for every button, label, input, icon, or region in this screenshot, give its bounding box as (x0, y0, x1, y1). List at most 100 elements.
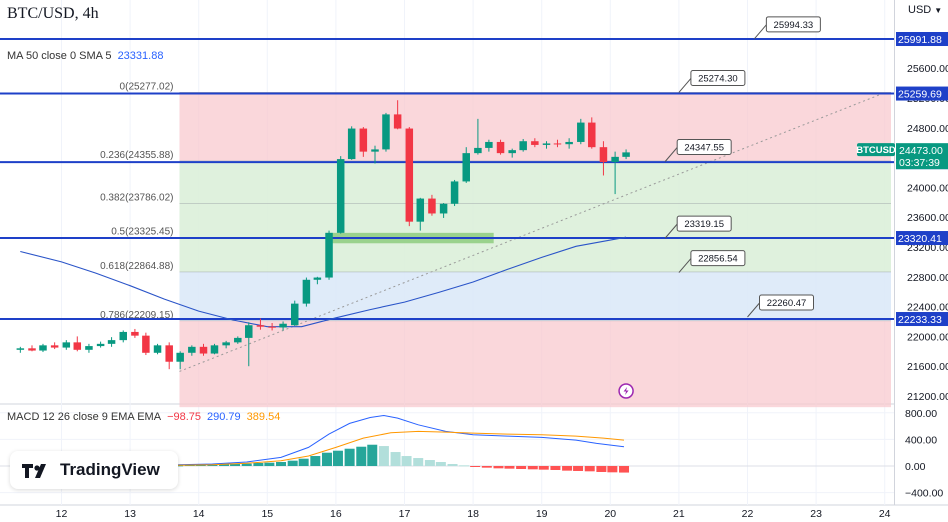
price-callouts[interactable]: 25994.33 25274.30 24347.55 23319.15 22856.54… (664, 16, 821, 318)
candle-body (382, 114, 390, 150)
price-tag-text: 25259.69 (898, 89, 942, 101)
price-tag (896, 312, 948, 327)
countdown-text: 03:37:39 (899, 157, 940, 169)
callout-leader (664, 147, 678, 162)
macd-hist-bar (413, 458, 424, 466)
callout-text: 25994.33 (774, 20, 814, 31)
candle-body (302, 279, 311, 304)
macd-hist-bar (527, 466, 538, 470)
macd-hist-bar (332, 450, 343, 466)
x-tick-label: 23 (810, 508, 822, 520)
candle-body (245, 325, 253, 338)
macd-hist-bar (401, 456, 412, 466)
macd-hist-bar (230, 464, 241, 466)
callout-text: 22260.47 (767, 298, 807, 309)
fibonacci-retracement[interactable]: 0(25277.02) 0.236(24355.88) 0.382(23786.02… (100, 81, 891, 408)
macd-hist-bar (573, 466, 584, 471)
fib-zone-0.236-0.618 (179, 160, 891, 272)
macd-hist-bar (264, 462, 275, 466)
candle-body (313, 277, 322, 280)
macd-hist-bar (367, 444, 378, 466)
fib-label-0.786: 0.786(22209.15) (100, 310, 173, 321)
candle-body (39, 345, 47, 351)
tradingview-logo[interactable]: TradingView (10, 451, 178, 489)
candle-body (485, 141, 493, 148)
price-tag (896, 231, 948, 246)
callout-box[interactable] (765, 16, 821, 33)
macd-signal-value: 389.54 (246, 411, 281, 423)
x-tick-label: 19 (536, 508, 548, 520)
candle-body (405, 128, 414, 222)
candle-body (85, 346, 93, 350)
fib-label-0.236: 0.236(24355.88) (100, 150, 173, 161)
fib-label-0.5: 0.5(23325.45) (111, 227, 173, 238)
candles (16, 100, 634, 399)
candle-body (611, 156, 619, 163)
candle-body (16, 348, 25, 350)
candle-body (599, 147, 608, 163)
candle-body (553, 143, 562, 145)
callout-box[interactable] (676, 139, 732, 156)
callout-text: 25274.30 (698, 73, 738, 84)
callout-leader (664, 223, 678, 239)
ma-legend[interactable]: MA 50 close 0 SMA 5 23331.88 (7, 50, 163, 62)
candle-body (50, 345, 59, 348)
callout-box[interactable] (759, 294, 814, 311)
x-tick-label: 14 (193, 508, 205, 520)
candle-body (622, 152, 630, 157)
macd-hist-bar (287, 460, 298, 466)
macd-hist-bar (390, 452, 401, 466)
macd-line-value: 290.79 (207, 411, 241, 423)
chart-title: BTC/USD, 4h (7, 5, 99, 22)
macd-y-tick-label: 0.00 (905, 461, 926, 473)
currency-selector[interactable]: USD ▼ (908, 4, 942, 16)
fib-label-0: 0(25277.02) (120, 81, 174, 92)
level-lines[interactable] (0, 38, 894, 372)
macd-hist-bar (538, 466, 549, 470)
macd-hist-bar (562, 466, 573, 471)
macd-hist-bar (481, 466, 492, 468)
fib-label-0.618: 0.618(22864.88) (100, 261, 173, 272)
callout-box[interactable] (690, 69, 746, 86)
x-tick-label: 13 (124, 508, 136, 520)
y-tick-label: 21200.00 (907, 391, 948, 403)
macd-hist-bar (378, 446, 389, 466)
candle-body (519, 141, 527, 151)
callout-leader (747, 302, 760, 318)
macd-hist-bar (356, 446, 367, 466)
macd-hist-bar (516, 466, 527, 469)
y-tick-label: 24800.00 (907, 123, 948, 135)
candle-body (199, 346, 208, 354)
fib-zone-0-0.236 (179, 92, 891, 161)
candle-body (496, 141, 505, 154)
price-tag (896, 32, 948, 47)
candle-body (336, 159, 345, 233)
price-tag-text: 25991.88 (898, 34, 942, 46)
x-tick-label: 20 (604, 508, 616, 520)
callout-box[interactable] (676, 215, 732, 232)
candle-body (176, 352, 184, 362)
macd-signal-line (178, 430, 625, 466)
candle-body (450, 181, 459, 204)
macd-y-tick-label: 400.00 (905, 434, 937, 446)
macd-hist-bar (607, 466, 618, 473)
current-price-tag (896, 143, 948, 170)
macd-hist-bar (344, 448, 355, 466)
candle-body (222, 342, 230, 346)
callout-box[interactable] (690, 250, 746, 267)
candle-body (165, 345, 173, 362)
symbol-tag (857, 143, 895, 157)
macd-hist-bar (584, 466, 595, 472)
candle-body (565, 141, 573, 145)
macd-hist-bar (435, 462, 446, 466)
candle-body (210, 345, 219, 354)
y-tick-label: 25600.00 (907, 63, 948, 75)
y-tick-label: 21600.00 (907, 361, 948, 373)
candle-body (462, 153, 470, 182)
macd-y-tick-label: 800.00 (905, 408, 937, 420)
tradingview-logo-icon (22, 464, 46, 478)
candle-body (107, 340, 116, 344)
macd-legend[interactable]: MACD 12 26 close 9 EMA EMA −98.75 290.79 38… (7, 411, 280, 423)
macd-hist-bar (459, 465, 470, 467)
